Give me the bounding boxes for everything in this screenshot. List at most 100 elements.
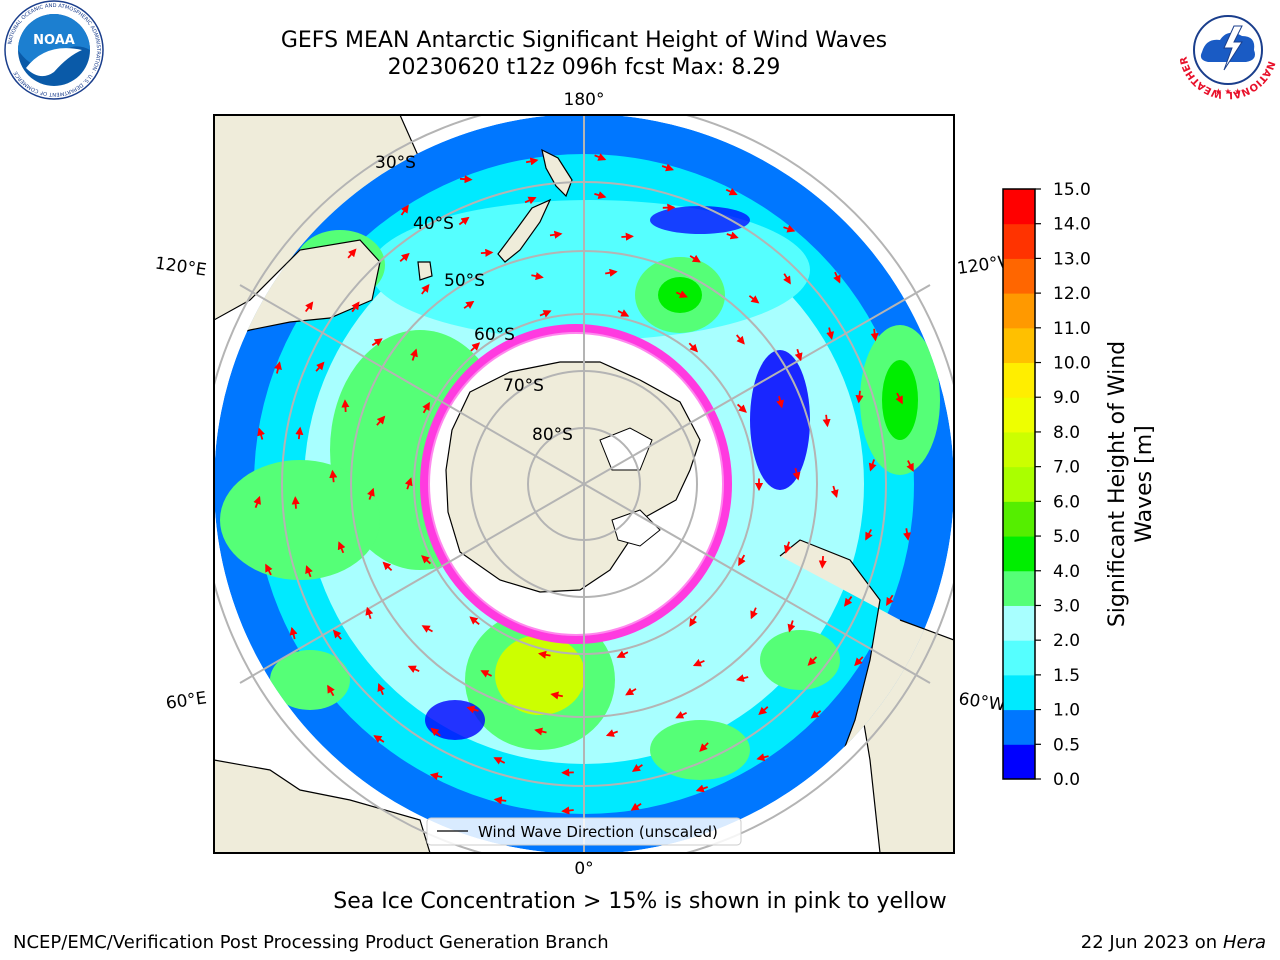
wave-direction-arrow [421,555,432,565]
wave-direction-arrow [327,684,335,697]
wave-direction-arrow [371,338,383,347]
wave-direction-arrow [695,784,708,793]
colorbar-tick-label: 8.0 [1053,423,1080,443]
lon-label-0: 0° [574,859,593,879]
wave-direction-arrow [830,485,839,499]
wave-direction-arrow [373,735,385,743]
wave-direction-arrow [625,687,637,696]
wave-direction-arrow [410,348,418,361]
colorbar-frame [1002,188,1036,780]
colorbar-tick-label: 12.0 [1053,284,1091,304]
wave-direction-arrow [631,764,643,772]
map-frame [213,114,955,854]
colorbar-tick-label: 15.0 [1053,180,1091,200]
colorbar-tick-label: 1.0 [1053,701,1080,721]
latitude-labels: 30°S 40°S 50°S 60°S 70°S 80°S [375,153,573,445]
wave-direction-arrow [826,327,835,340]
wave-direction-arrow [525,157,539,166]
wave-direction-arrow [736,334,745,345]
wave-direction-arrow [868,459,877,472]
wind-wave-direction-arrows [253,153,914,815]
wave-direction-arrow [906,460,914,472]
colorbar-tick-label: 6.0 [1053,492,1080,512]
wave-direction-arrow [844,596,853,607]
colorbar-swatch [1003,466,1035,502]
footer-date: 22 Jun 2023 on [1080,932,1218,953]
colorbar-swatch [1003,431,1035,468]
lat-label-40s: 40°S [413,214,454,234]
colorbar-tick-label: 14.0 [1053,215,1091,235]
wave-direction-arrow [675,290,688,298]
noaa-text: NOAA [33,33,75,48]
colorbar-swatch [1003,709,1035,745]
lat-label-80s: 80°S [532,425,573,445]
colorbar-swatch [1003,501,1035,537]
colorbar-swatch [1003,258,1035,294]
colorbar-tick-label: 0.5 [1053,735,1080,755]
wave-direction-arrow [870,328,879,342]
wave-direction-arrow [783,541,792,554]
wave-direction-arrow [534,727,547,736]
wave-direction-arrow [621,232,634,241]
wave-direction-arrow [594,153,607,161]
wave-direction-arrow [291,496,300,509]
wave-direction-arrow [699,742,709,752]
colorbar-tick-label: 10.0 [1053,354,1091,374]
wave-direction-arrow [480,248,494,257]
colorbar-tick-label: 9.0 [1053,388,1080,408]
lat-label-60s: 60°S [474,325,515,345]
wave-direction-arrow [794,348,803,362]
wave-direction-arrow [347,248,357,259]
colorbar-tick-label: 3.0 [1053,596,1080,616]
wave-direction-arrow [421,284,430,295]
wave-direction-arrow [459,175,473,184]
colorbar-swatch [1003,744,1035,780]
colorbar-swatch [1003,674,1035,711]
colorbar-label-line2: Waves [m] [1132,425,1157,542]
wave-direction-arrow [689,615,698,627]
wave-direction-arrow [758,706,769,716]
colorbar-swatch [1003,605,1035,641]
wave-direction-arrow [539,310,552,318]
wave-direction-arrow [351,301,360,313]
colorbar-swatch [1003,397,1035,433]
wave-direction-arrow [332,629,342,640]
wave-direction-arrow [550,691,563,700]
colorbar-tick-label: 2.0 [1053,631,1080,651]
wave-direction-arrow [493,796,507,805]
wave-direction-arrow [605,729,619,737]
footer-machine: Hera [1222,932,1266,953]
wave-direction-arrow [822,414,831,428]
wave-direction-arrow [421,625,433,633]
wave-direction-arrow [399,252,410,262]
wave-direction-arrow [430,727,441,737]
wave-direction-arrow [736,403,747,413]
colorbar-swatch [1003,189,1035,225]
noaa-logo: NATIONAL OCEANIC AND ATMOSPHERIC ADMINIS… [4,0,104,100]
wave-direction-arrow [429,772,443,781]
colorbar-label-line1: Significant Height of Wind [1105,341,1130,627]
colorbar-swatch [1003,536,1035,572]
wave-direction-arrow [903,528,912,541]
colorbar-swatch [1003,293,1035,329]
wave-direction-arrow [549,230,563,239]
nws-logo: NATIONAL WEATHER SERVICE ★ ★ ★ [1176,0,1276,100]
wave-direction-arrow [725,187,738,196]
wave-direction-arrow [295,426,304,440]
footer-credit: NCEP/EMC/Verification Post Processing Pr… [13,932,609,953]
footer-date-stamp: 22 Jun 2023 on Hera [1081,932,1266,953]
lon-label-120e: 120°E [154,254,208,281]
wave-direction-arrow [792,467,801,481]
wave-direction-arrow [818,556,827,569]
wave-direction-arrow [783,224,796,233]
colorbar-tick-label: 13.0 [1053,249,1091,269]
colorbar-tick-label: 11.0 [1053,319,1091,339]
wave-direction-arrow [661,163,675,172]
wave-direction-arrow [289,626,298,640]
wave-direction-arrow [692,658,705,667]
wave-direction-arrow [469,616,480,626]
wave-direction-arrow [617,309,630,317]
colorbar-tick-label: 0.0 [1053,770,1080,790]
wave-direction-arrow [265,563,273,576]
